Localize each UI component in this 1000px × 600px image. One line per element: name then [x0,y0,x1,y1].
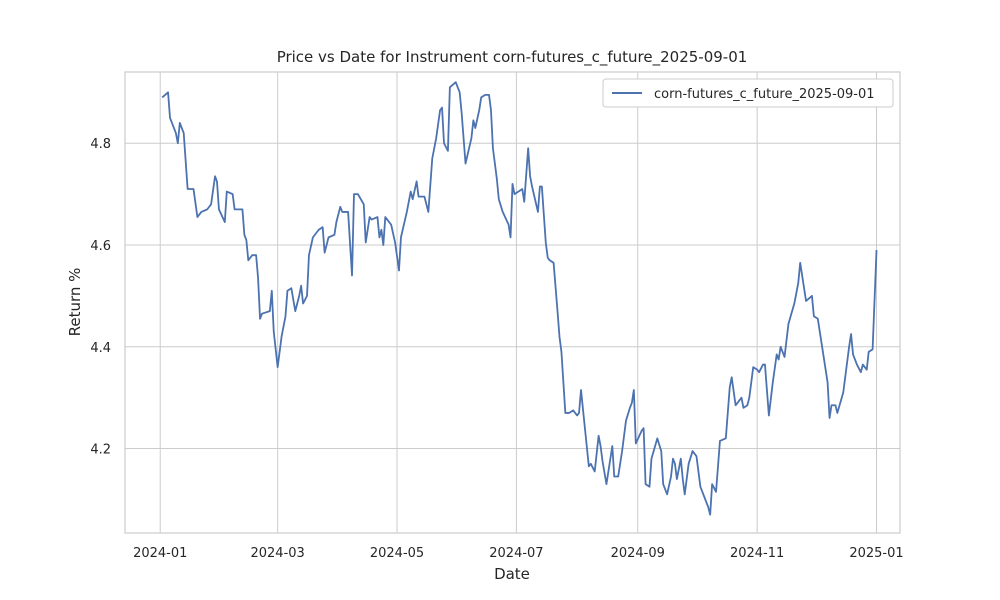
x-tick-label: 2025-01 [849,546,903,561]
x-tick-label: 2024-09 [611,546,665,561]
series-line-0 [161,81,878,516]
y-tick-label: 4.2 [90,443,111,458]
x-tick-labels: 2024-01 2024-03 2024-05 2024-07 2024-09 2024-… [133,546,904,561]
legend-box [602,78,894,108]
x-tick-label: 2024-07 [489,546,543,561]
x-tick-label: 2024-01 [133,546,187,561]
y-axis-label: Return % [66,268,84,337]
series-layer [161,81,878,516]
y-tick-label: 4.4 [90,341,111,356]
y-tick-label: 4.8 [90,137,111,152]
chart-title: Price vs Date for Instrument corn-future… [277,48,748,67]
x-tick-label: 2024-05 [370,546,424,561]
legend: corn-futures_c_future_2025-09-01 [602,78,894,108]
x-tick-label: 2024-03 [250,546,304,561]
x-axis-label: Date [494,565,530,583]
y-tick-label: 4.6 [90,239,111,254]
plot-frame [124,71,901,534]
y-tick-labels: 4.2 4.4 4.6 4.8 [90,137,111,457]
legend-label: corn-futures_c_future_2025-09-01 [654,87,875,102]
x-tick-label: 2024-11 [730,546,784,561]
grid [125,72,900,533]
